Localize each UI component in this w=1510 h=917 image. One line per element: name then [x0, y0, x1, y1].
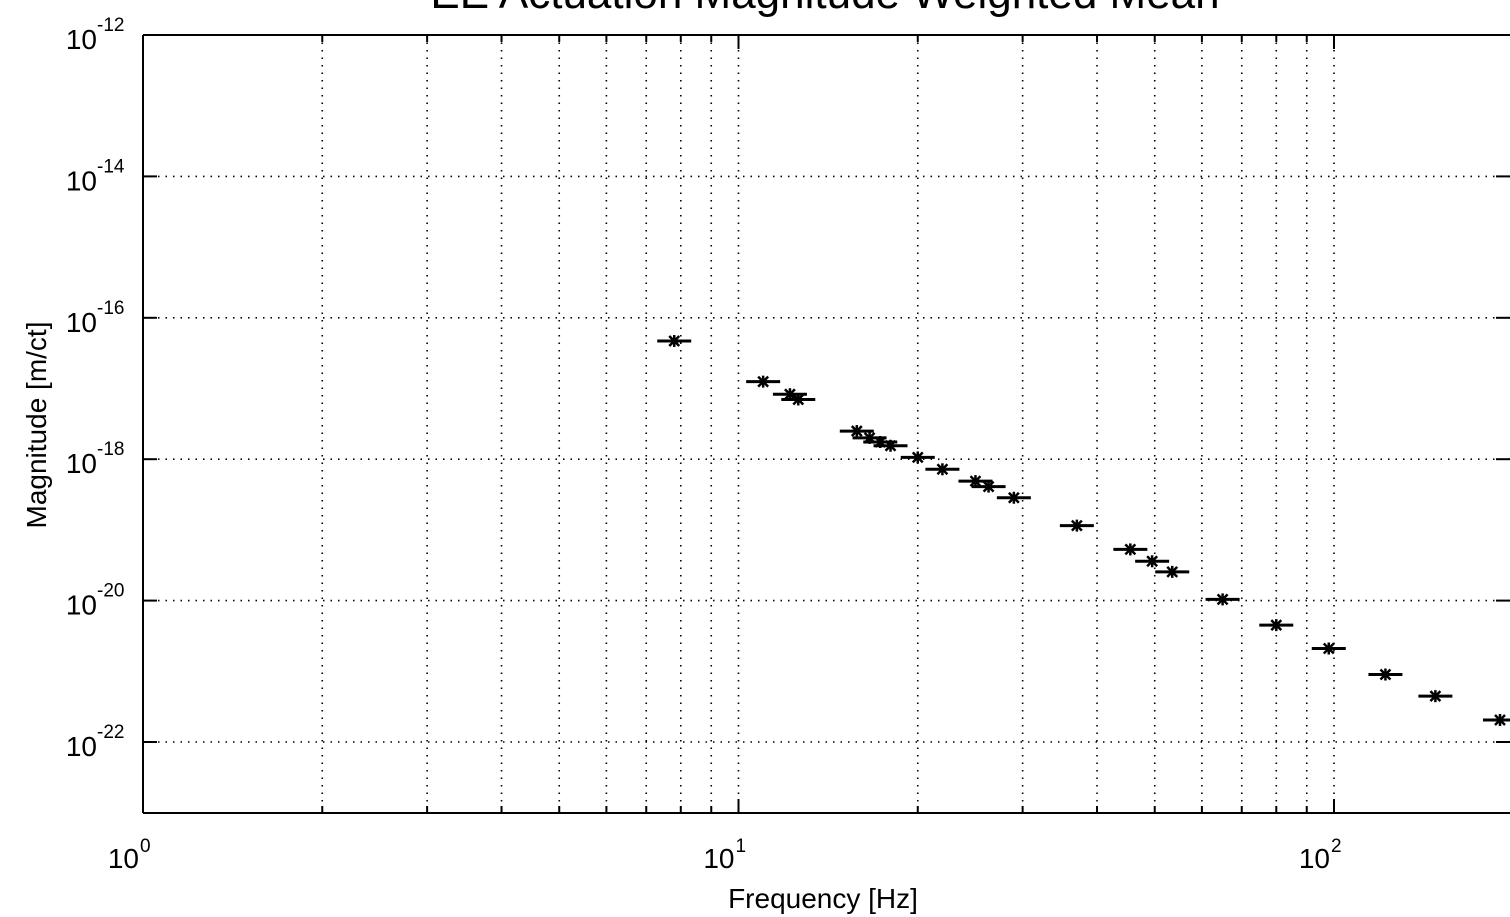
- y-tick-label: 10 -22: [66, 722, 125, 762]
- y-tick-base: 10: [66, 165, 97, 196]
- y-tick-exponent: -18: [97, 439, 124, 460]
- data-point: [1205, 593, 1240, 606]
- y-tick-base: 10: [66, 590, 97, 621]
- y-axis-label: Magnitude [m/ct]: [21, 322, 52, 529]
- x-tick-base: 10: [1299, 843, 1330, 874]
- data-point: [900, 451, 935, 464]
- data-point: [1113, 543, 1148, 556]
- y-tick-base: 10: [66, 448, 97, 479]
- data-point: [958, 475, 993, 488]
- x-tick-base: 10: [108, 843, 139, 874]
- y-tick-label: 10 -14: [66, 156, 125, 196]
- y-tick-exponent: -12: [97, 15, 124, 36]
- y-tick-exponent: -20: [97, 581, 124, 602]
- y-tick-label: 10 -16: [66, 298, 125, 338]
- y-tick-label: 10 -12: [66, 15, 125, 55]
- data-point: [996, 491, 1031, 504]
- y-tick-base: 10: [66, 731, 97, 762]
- data-point: [1155, 565, 1190, 578]
- data-point: [1059, 519, 1094, 532]
- y-tick-base: 10: [66, 24, 97, 55]
- data-point: [1418, 690, 1453, 703]
- data-point: [971, 480, 1006, 493]
- data-point: [746, 375, 781, 388]
- x-axis-label: Frequency [Hz]: [728, 883, 918, 914]
- chart-title: EE Actuation Magnitude Weighted Mean: [430, 0, 1219, 18]
- x-tick-labels: 10 0 10 1 10 2: [108, 836, 1342, 874]
- data-point: [657, 334, 692, 347]
- data-point: [1311, 642, 1346, 655]
- data-point: [925, 463, 960, 476]
- x-tick-label: 10 0: [108, 836, 151, 874]
- x-tick-exponent: 0: [140, 836, 151, 857]
- y-tick-label: 10 -20: [66, 581, 125, 621]
- y-tick-exponent: -14: [97, 156, 125, 177]
- plot-frame: [142, 34, 1510, 814]
- data-point: [781, 393, 816, 406]
- data-points: [657, 334, 1510, 726]
- data-point: [1482, 713, 1510, 726]
- y-tick-base: 10: [66, 307, 97, 338]
- grid: [143, 35, 1510, 813]
- data-point: [1259, 619, 1294, 632]
- x-tick-label: 10 2: [1299, 836, 1342, 874]
- data-point: [1368, 668, 1403, 681]
- data-point: [1135, 555, 1170, 568]
- data-point: [839, 425, 874, 438]
- y-tick-exponent: -22: [97, 722, 124, 743]
- data-point: [873, 439, 908, 452]
- x-tick-exponent: 1: [736, 836, 747, 857]
- y-tick-exponent: -16: [97, 298, 124, 319]
- x-tick-exponent: 2: [1331, 836, 1342, 857]
- y-tick-label: 10 -18: [66, 439, 125, 479]
- x-tick-base: 10: [703, 843, 734, 874]
- x-tick-label: 10 1: [703, 836, 746, 874]
